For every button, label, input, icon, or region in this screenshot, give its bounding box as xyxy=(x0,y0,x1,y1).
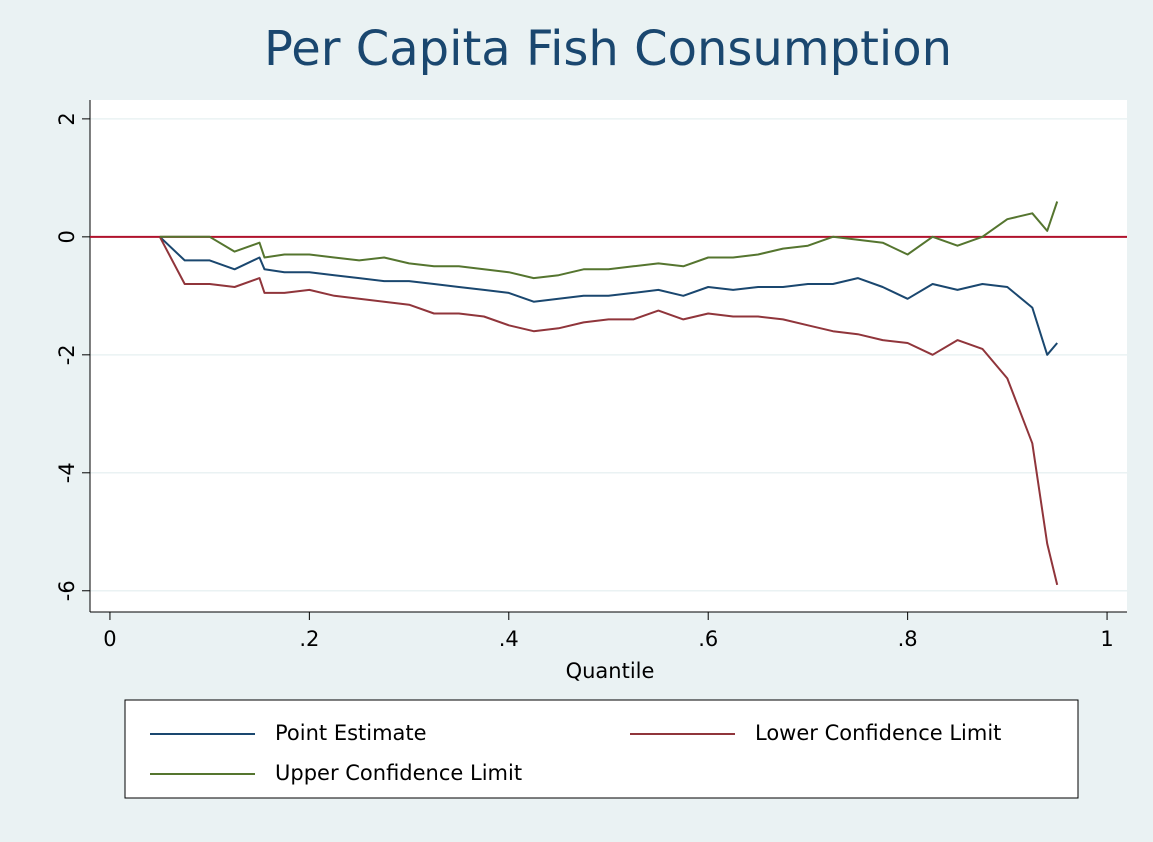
series-line xyxy=(159,201,1059,280)
legend-label: Upper Confidence Limit xyxy=(275,761,522,785)
x-tick-label: 0 xyxy=(103,627,116,651)
y-tick-label: 2 xyxy=(55,112,79,125)
x-tick-label: .4 xyxy=(499,627,519,651)
legend-label: Point Estimate xyxy=(275,721,427,745)
chart-title: Per Capita Fish Consumption xyxy=(264,21,952,77)
legend xyxy=(124,699,1079,799)
y-tick-label: -4 xyxy=(55,462,79,483)
x-tick-label: .8 xyxy=(898,627,918,651)
legend-label: Lower Confidence Limit xyxy=(755,721,1001,745)
x-axis-label: Quantile xyxy=(566,659,655,683)
y-tick-label: 0 xyxy=(55,230,79,243)
x-tick-label: 1 xyxy=(1100,627,1113,651)
x-tick-label: .6 xyxy=(698,627,718,651)
x-tick-label: .2 xyxy=(299,627,319,651)
y-tick-label: -2 xyxy=(55,344,79,365)
plot-area xyxy=(90,100,1127,612)
series-line xyxy=(159,236,1058,356)
y-tick-label: -6 xyxy=(55,580,79,601)
series-line xyxy=(158,236,1059,586)
